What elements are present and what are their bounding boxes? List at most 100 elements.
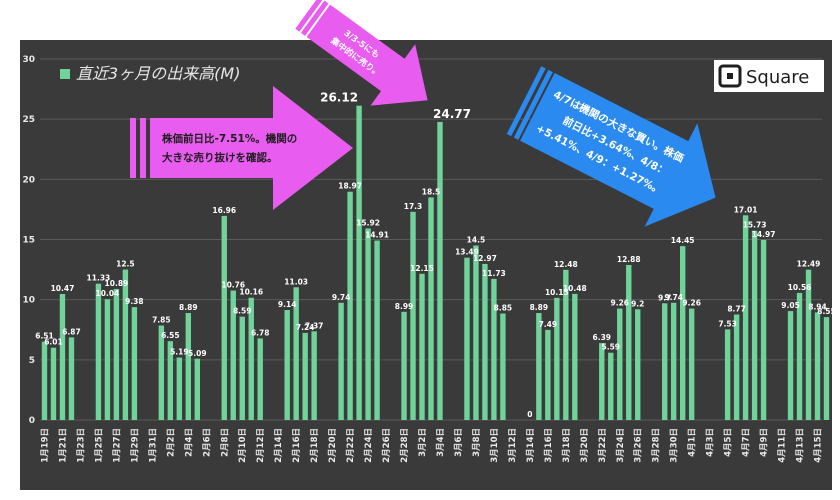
data-label: 14.5 — [467, 236, 486, 245]
y-tick-label: 10 — [22, 296, 35, 306]
x-tick-label: 4月1日 — [688, 428, 698, 457]
data-label: 11.03 — [284, 277, 308, 286]
data-label: 9.05 — [781, 301, 800, 310]
data-label: 15.73 — [743, 221, 767, 230]
annotation-arrow-buy-tail1 — [506, 66, 546, 137]
bar — [563, 269, 569, 420]
legend: 直近3ヶ月の出来高(M) — [60, 64, 240, 83]
data-label: 18.97 — [338, 182, 362, 191]
data-label: 12.49 — [797, 260, 821, 269]
x-tick-label: 4月5日 — [724, 428, 734, 457]
bar — [635, 309, 641, 420]
x-tick-label: 2月10日 — [238, 428, 248, 463]
x-tick-label: 2月2日 — [166, 428, 176, 457]
bar — [131, 307, 138, 420]
annotation-sell-line2: 大きな売り抜けを確認。 — [162, 151, 278, 164]
bar — [302, 332, 308, 420]
bar — [176, 357, 183, 420]
x-tick-label: 3月24日 — [616, 428, 626, 463]
bar — [311, 331, 317, 420]
y-tick-label: 5 — [29, 356, 35, 366]
x-tick-label: 3月22日 — [598, 428, 608, 463]
bar — [194, 358, 200, 420]
data-label: 8.94 — [808, 302, 827, 311]
bar — [257, 338, 263, 420]
bar — [59, 294, 66, 420]
bar — [104, 299, 111, 420]
annotation-arrow-buy-shape — [520, 73, 716, 227]
bar — [428, 197, 434, 420]
y-axis-ticks: 0 5 10 15 20 25 30 — [22, 55, 35, 426]
x-tick-label: 3月30日 — [670, 428, 680, 463]
bar — [814, 312, 821, 420]
bar — [347, 191, 353, 420]
data-label: 11.73 — [482, 269, 506, 278]
bar — [679, 246, 686, 420]
bar — [662, 303, 668, 420]
x-tick-label: 2月14日 — [274, 428, 284, 463]
y-tick-label: 15 — [22, 236, 35, 246]
annotation-arrow-sell-tail2 — [140, 118, 146, 178]
bar — [464, 257, 470, 420]
x-tick-label: 3月4日 — [436, 428, 446, 457]
x-tick-label: 1月25日 — [94, 428, 104, 463]
data-label: 9.2 — [631, 299, 644, 308]
brand-logo: Square — [714, 60, 824, 92]
x-tick-label: 1月21日 — [58, 428, 68, 463]
data-label: 9.38 — [125, 297, 144, 306]
bar — [95, 283, 102, 420]
x-tick-label: 2月18日 — [310, 428, 320, 463]
data-label: 6.55 — [161, 331, 180, 340]
x-tick-label: 3月8日 — [472, 428, 482, 457]
data-label: 8.85 — [494, 304, 513, 313]
bar — [733, 314, 740, 420]
y-tick-label: 0 — [29, 416, 35, 426]
annotation-arrow-sell-shape — [150, 86, 353, 210]
x-tick-label: 2月28日 — [400, 428, 410, 463]
data-label: 9.7 — [658, 293, 671, 302]
data-label: 15.92 — [356, 218, 380, 227]
annotation-arrow-sell: 株価前日比-7.51%。機関の 大きな売り抜けを確認。 — [130, 86, 353, 210]
data-label: 12.48 — [554, 260, 578, 269]
x-tick-label: 1月29日 — [130, 428, 140, 463]
data-label: 9.26 — [611, 299, 630, 308]
bar — [167, 341, 174, 420]
annotation-arrow-sell-tail1 — [130, 118, 136, 178]
bar — [41, 341, 48, 420]
bar — [50, 347, 57, 420]
bar — [742, 215, 749, 420]
y-tick-label: 30 — [22, 55, 35, 65]
bar — [626, 265, 632, 420]
bar — [491, 278, 497, 420]
data-label: 10.15 — [545, 288, 569, 297]
bar — [68, 337, 75, 420]
data-label: 16.96 — [212, 206, 236, 215]
x-tick-label: 3月12日 — [508, 428, 518, 463]
bar — [221, 215, 227, 420]
bar — [185, 313, 192, 420]
data-label: 8.99 — [395, 302, 414, 311]
x-tick-label: 2月20日 — [328, 428, 338, 463]
data-label: 0 — [527, 410, 532, 419]
annotation-arrow-march-tail2 — [300, 0, 329, 36]
bar — [554, 297, 560, 420]
data-label: 8.55 — [817, 307, 836, 316]
bar — [751, 230, 758, 420]
bar — [760, 239, 767, 420]
bar — [787, 311, 794, 420]
bar — [365, 228, 371, 420]
x-tick-label: 4月7日 — [742, 428, 752, 457]
x-tick-label: 2月6日 — [202, 428, 212, 457]
data-label: 26.12 — [320, 91, 358, 105]
x-tick-label: 3月18日 — [562, 428, 572, 463]
x-tick-label: 3月6日 — [454, 428, 464, 457]
data-label: 6.78 — [251, 328, 270, 337]
data-label: 12.97 — [473, 254, 497, 263]
x-tick-label: 2月4日 — [184, 428, 194, 457]
data-label: 5.19 — [170, 348, 189, 357]
x-tick-label: 1月19日 — [40, 428, 50, 463]
x-tick-label: 4月9日 — [760, 428, 770, 457]
legend-swatch — [60, 69, 70, 79]
bar — [688, 308, 695, 420]
